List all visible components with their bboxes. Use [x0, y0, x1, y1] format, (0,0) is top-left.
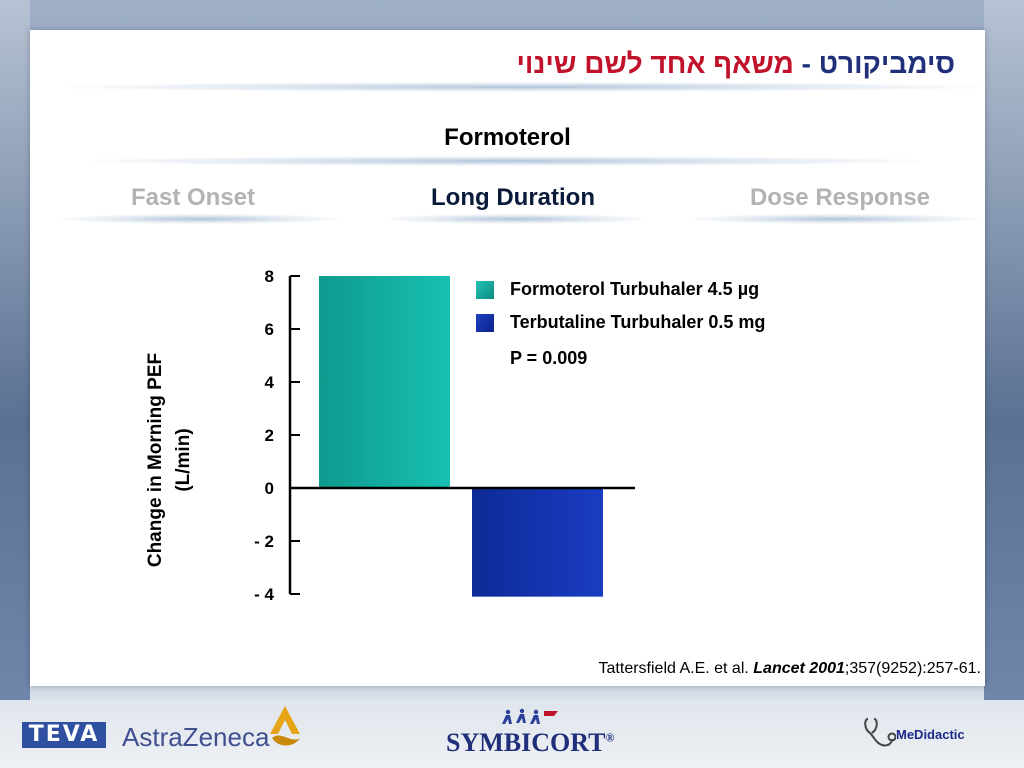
- citation-prefix: Tattersfield A.E. et al.: [598, 660, 754, 677]
- right-frame: [984, 0, 1024, 700]
- symbicort-logo-text: SYMBICORT: [446, 728, 606, 757]
- tab-underline-3: [690, 214, 980, 224]
- title-divider: [70, 82, 980, 92]
- legend-swatch-formoterol: [476, 280, 494, 299]
- bar-formoterol: [319, 276, 450, 488]
- legend-label-terbutaline: Terbutaline Turbuhaler 0.5 mg: [510, 312, 766, 332]
- y-tick-label: 8: [265, 267, 274, 286]
- bar-terbutaline: [472, 488, 603, 597]
- left-frame: [0, 0, 30, 700]
- y-tick-label: 4: [265, 373, 275, 392]
- title-part1: סימביקורט -: [793, 48, 955, 79]
- tab-underline-1: [60, 214, 340, 224]
- slide-title: סימביקורט - משאף אחד לשם שינוי: [30, 48, 955, 80]
- y-tick-label: - 2: [254, 532, 274, 551]
- citation-journal: Lancet 2001: [753, 660, 845, 677]
- subtitle-divider: [90, 156, 920, 166]
- title-part2: משאף אחד לשם שינוי: [516, 48, 794, 79]
- y-tick-label: 6: [265, 320, 274, 339]
- legend-label-formoterol: Formoterol Turbuhaler 4.5 µg: [510, 279, 760, 299]
- medidactic-logo: MeDidactic: [896, 727, 965, 742]
- astrazeneca-mark-icon: [270, 706, 300, 746]
- y-tick-label: 2: [265, 426, 274, 445]
- p-value-annotation: P = 0.009: [510, 348, 588, 368]
- footer: [0, 700, 1024, 768]
- y-tick-label: 0: [265, 479, 274, 498]
- symbicort-runners-icon: [502, 708, 558, 724]
- tab-fast-onset[interactable]: Fast Onset: [130, 184, 256, 211]
- stethoscope-icon: [864, 718, 896, 747]
- slide: סימביקורט - משאף אחד לשם שינוי Formotero…: [30, 30, 985, 686]
- legend-swatch-terbutaline: [476, 313, 494, 332]
- citation: Tattersfield A.E. et al. Lancet 2001;357…: [599, 660, 981, 678]
- legend-item-terbutaline: Terbutaline Turbuhaler 0.5 mg: [476, 312, 765, 333]
- tab-dose-response[interactable]: Dose Response: [749, 184, 931, 211]
- astrazeneca-logo: AstraZeneca: [122, 722, 270, 752]
- bar-chart: 8 6 4 2 0 - 2 - 4: [254, 267, 635, 604]
- symbicort-logo: SYMBICORT®: [446, 728, 614, 758]
- registered-mark: ®: [605, 730, 615, 745]
- legend-item-formoterol: Formoterol Turbuhaler 4.5 µg: [476, 279, 759, 300]
- citation-suffix: ;357(9252):257-61.: [844, 660, 981, 677]
- teva-logo: TEVA: [22, 722, 106, 748]
- tab-long-duration[interactable]: Long Duration: [431, 184, 595, 211]
- tab-underline-2: [385, 214, 645, 224]
- subtitle: Formoterol: [444, 124, 571, 151]
- y-tick-label: - 4: [254, 585, 274, 604]
